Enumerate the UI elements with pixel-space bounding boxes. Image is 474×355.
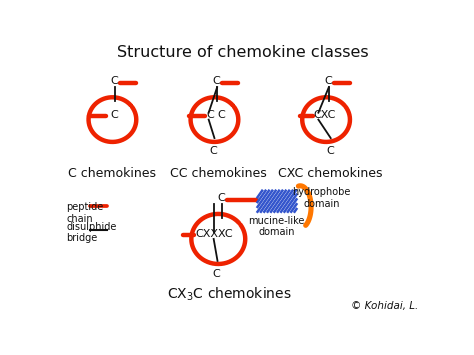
Text: © Kohidai, L.: © Kohidai, L. [351, 301, 419, 311]
Text: C: C [206, 110, 214, 120]
Text: C: C [218, 110, 225, 120]
Text: CXC: CXC [314, 110, 336, 120]
Text: C chemokines: C chemokines [68, 166, 156, 180]
Text: C: C [326, 146, 334, 156]
Text: CXXXC: CXXXC [195, 229, 233, 239]
Text: C: C [213, 269, 220, 279]
Text: C: C [218, 193, 225, 203]
Text: hydrophobe
domain: hydrophobe domain [292, 187, 351, 209]
Text: CC chemokines: CC chemokines [170, 166, 267, 180]
Text: CX$_3$C chemokines: CX$_3$C chemokines [167, 285, 292, 302]
Text: C: C [110, 76, 118, 87]
Text: C: C [212, 76, 220, 87]
Text: disulphide
bridge: disulphide bridge [66, 222, 117, 243]
Text: peptide
chain: peptide chain [66, 202, 103, 224]
Text: CXC chemokines: CXC chemokines [278, 166, 382, 180]
Text: C: C [324, 76, 332, 87]
Text: Structure of chemokine classes: Structure of chemokine classes [117, 44, 369, 60]
Text: C: C [110, 110, 118, 120]
Text: mucine-like
domain: mucine-like domain [249, 216, 305, 237]
Text: C: C [210, 146, 218, 156]
